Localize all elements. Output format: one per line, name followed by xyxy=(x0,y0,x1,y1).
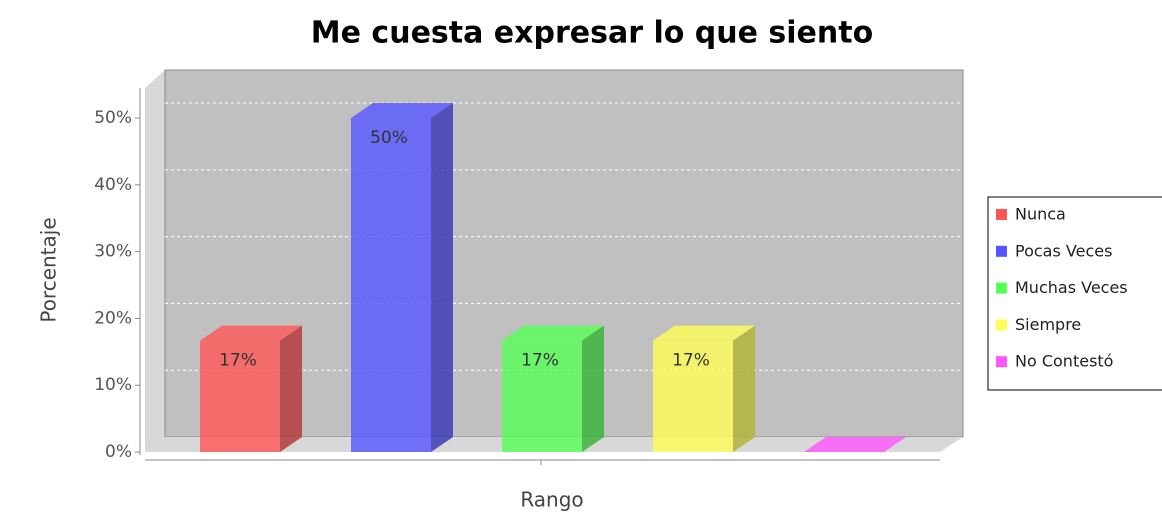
value-label: 17% xyxy=(672,351,710,371)
y-axis-label: Porcentaje xyxy=(37,217,61,322)
legend-label: Pocas Veces xyxy=(1015,241,1112,260)
y-tick-label: 0% xyxy=(105,442,132,462)
bar xyxy=(804,437,906,452)
value-label: 17% xyxy=(219,351,257,371)
bar-side-shade xyxy=(733,325,755,452)
legend: Nunca Pocas Veces Muchas Veces Siempre No Co… xyxy=(987,196,1162,391)
bar-side xyxy=(431,103,453,452)
bar-side-shade xyxy=(431,103,453,452)
bar-side xyxy=(280,325,302,452)
legend-swatch xyxy=(996,282,1007,294)
legend-swatch xyxy=(996,356,1007,368)
legend-label: Siempre xyxy=(1015,315,1081,334)
legend-swatch xyxy=(996,319,1007,331)
chart-title: Me cuesta expresar lo que siento xyxy=(311,16,873,51)
bar xyxy=(351,103,453,452)
y-tick-label: 20% xyxy=(94,308,132,328)
legend-label: Muchas Veces xyxy=(1015,278,1128,297)
bar-top xyxy=(502,325,604,341)
y-tick-label: 50% xyxy=(94,108,132,128)
bar xyxy=(653,325,755,452)
y-tick-label: 10% xyxy=(94,375,132,395)
bar xyxy=(502,325,604,452)
bar-front xyxy=(200,340,280,452)
bar-top xyxy=(653,325,755,341)
bar-front xyxy=(653,340,733,452)
bar-side-shade xyxy=(582,325,604,452)
side-wall xyxy=(145,70,165,452)
bar-top xyxy=(351,103,453,119)
legend-label: Nunca xyxy=(1015,205,1066,224)
y-tick-label: 30% xyxy=(94,242,132,262)
bar-front xyxy=(351,118,431,452)
bar-top xyxy=(200,325,302,341)
x-axis-label: Rango xyxy=(520,488,583,512)
y-tick-label: 40% xyxy=(94,175,132,195)
bar-side-shade xyxy=(280,325,302,452)
bar xyxy=(200,325,302,452)
legend-swatch xyxy=(996,209,1007,220)
value-label: 17% xyxy=(521,351,559,371)
bar-top xyxy=(804,437,906,452)
legend-swatch xyxy=(996,245,1007,257)
bar-front xyxy=(502,340,582,452)
bar-side xyxy=(733,325,755,452)
legend-box xyxy=(987,196,1162,391)
value-label: 50% xyxy=(370,128,408,148)
legend-label: No Contestó xyxy=(1015,352,1113,371)
bar-side xyxy=(582,325,604,452)
